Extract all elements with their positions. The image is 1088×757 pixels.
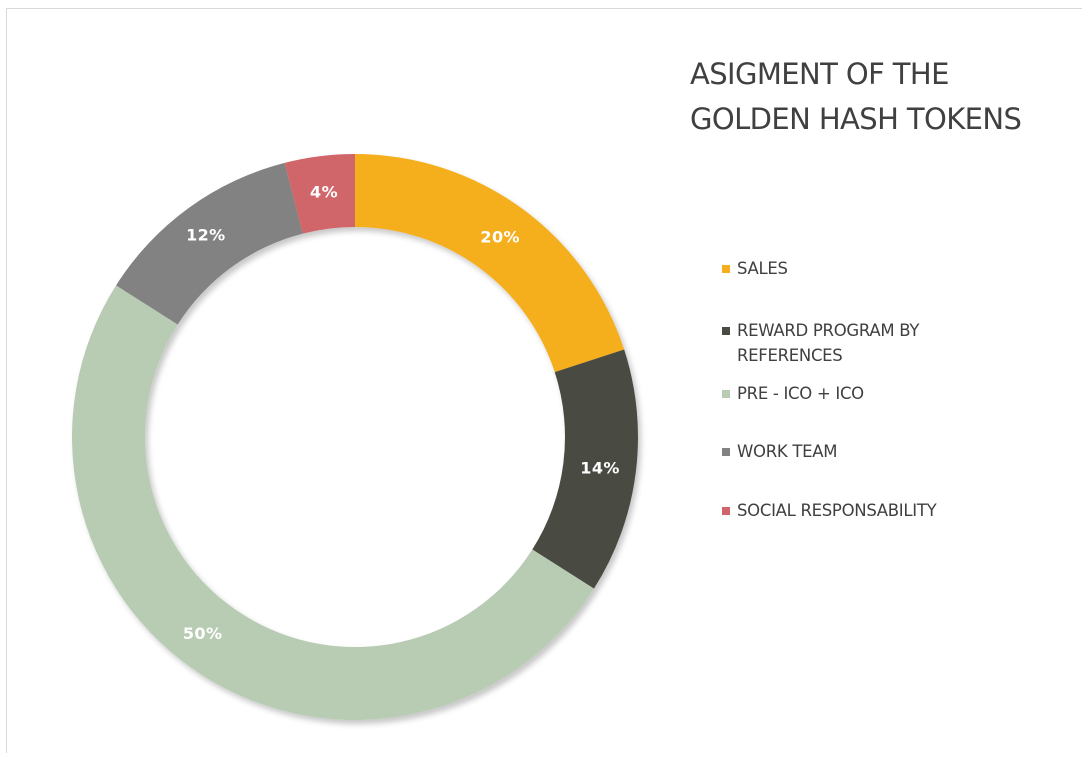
legend-swatch-sales	[722, 265, 730, 273]
slice-label-social-responsability: 4%	[310, 182, 338, 201]
donut-slice-sales	[355, 154, 625, 373]
legend-item-social-responsability: SOCIAL RESPONSABILITY	[722, 498, 1037, 523]
donut-slice-work-team	[116, 162, 303, 325]
legend-item-reward-program: REWARD PROGRAM BY REFERENCES	[722, 318, 967, 368]
legend-swatch-social-responsability	[722, 507, 730, 515]
legend-label-sales: SALES	[737, 259, 788, 278]
legend-label-reward-program: REWARD PROGRAM BY REFERENCES	[737, 321, 920, 365]
donut-slice-reward-program-by-references	[532, 349, 638, 589]
legend-swatch-pre-ico	[722, 390, 730, 398]
legend-item-work-team: WORK TEAM	[722, 439, 1037, 464]
legend-label-social-responsability: SOCIAL RESPONSABILITY	[737, 501, 937, 520]
donut-slices	[72, 154, 638, 720]
chart-title: ASIGMENT OF THE GOLDEN HASH TOKENS	[690, 52, 1080, 142]
legend-item-pre-ico: PRE - ICO + ICO	[722, 381, 1037, 406]
chart-frame	[6, 8, 1082, 753]
chart-title-line-2: GOLDEN HASH TOKENS	[690, 102, 1022, 136]
legend-swatch-reward-program	[722, 327, 730, 335]
donut-slice-social-responsability	[284, 154, 355, 234]
slice-label-reward-program-by-references: 14%	[580, 458, 620, 477]
chart-title-line-1: ASIGMENT OF THE	[690, 57, 949, 91]
legend-swatch-work-team	[722, 448, 730, 456]
slice-label-sales: 20%	[480, 228, 520, 247]
legend-label-pre-ico: PRE - ICO + ICO	[737, 384, 864, 403]
slice-label-work-team: 12%	[186, 226, 226, 245]
legend-label-work-team: WORK TEAM	[737, 442, 838, 461]
legend-item-sales: SALES	[722, 256, 1037, 281]
slice-labels: 20% 14% 50% 12% 4%	[183, 182, 620, 643]
slice-label-pre-ico-ico: 50%	[183, 624, 223, 643]
donut-slice-pre-ico-ico	[72, 285, 594, 720]
